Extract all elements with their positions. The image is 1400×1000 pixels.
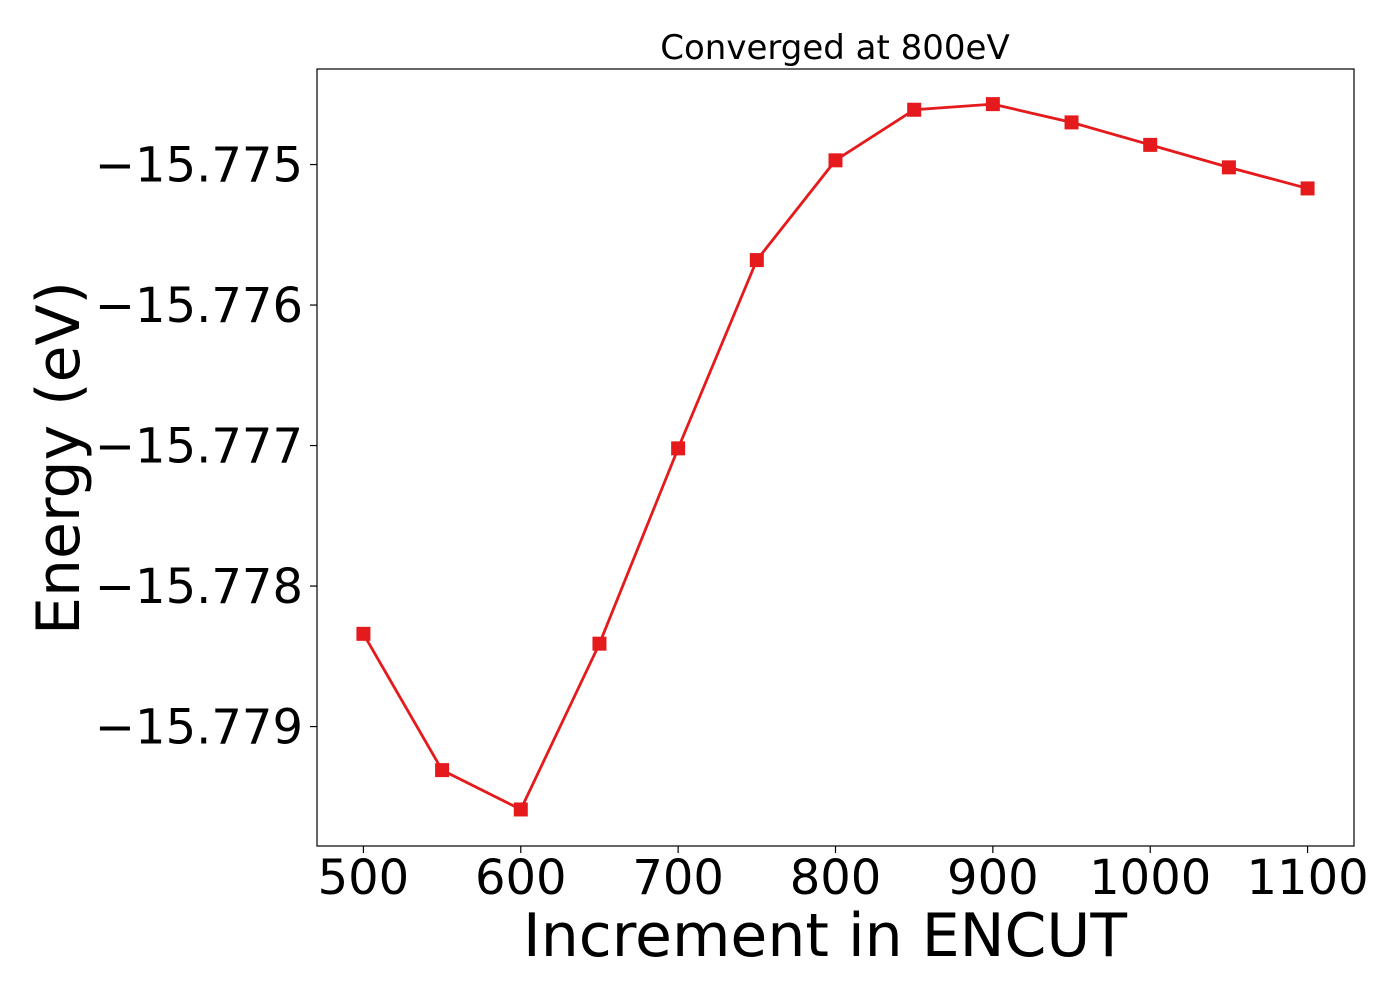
y-axis-ticks: −15.775 −15.776 −15.777 −15.778 −15.779 — [95, 138, 317, 756]
data-point-marker — [1221, 160, 1236, 175]
data-point-marker — [671, 441, 686, 456]
x-tick-label: 700 — [632, 850, 724, 906]
y-tick-label: −15.777 — [95, 419, 303, 475]
x-axis-label: Increment in ENCUT — [523, 901, 1127, 971]
data-point-marker — [749, 253, 764, 268]
data-point-marker — [356, 626, 371, 641]
x-tick-label: 800 — [790, 850, 882, 906]
x-tick-label: 900 — [947, 850, 1039, 906]
y-tick-label: −15.779 — [95, 700, 303, 756]
plot-area-frame — [316, 68, 1355, 847]
chart-title: Converged at 800eV — [660, 28, 1009, 68]
data-point-marker — [435, 763, 450, 778]
x-axis-ticks: 500 600 700 800 900 1000 1100 — [318, 846, 1369, 906]
x-tick-label: 1000 — [1089, 850, 1211, 906]
y-tick-label: −15.776 — [95, 278, 303, 334]
y-axis-label: Energy (eV) — [24, 281, 94, 635]
y-tick-label: −15.775 — [95, 138, 303, 194]
data-point-marker — [592, 636, 607, 651]
data-point-marker — [513, 802, 528, 817]
x-tick-label: 1100 — [1247, 850, 1369, 906]
data-point-marker — [985, 97, 1000, 112]
series-line — [362, 102, 1308, 812]
data-point-marker — [1300, 181, 1315, 196]
x-tick-label: 600 — [475, 850, 567, 906]
x-tick-label: 500 — [318, 850, 410, 906]
data-point-marker — [828, 153, 843, 168]
data-point-marker — [1143, 137, 1158, 152]
data-point-marker — [907, 102, 922, 117]
y-tick-label: −15.778 — [95, 559, 303, 615]
series-layer — [356, 97, 1315, 817]
data-point-marker — [1064, 115, 1079, 130]
